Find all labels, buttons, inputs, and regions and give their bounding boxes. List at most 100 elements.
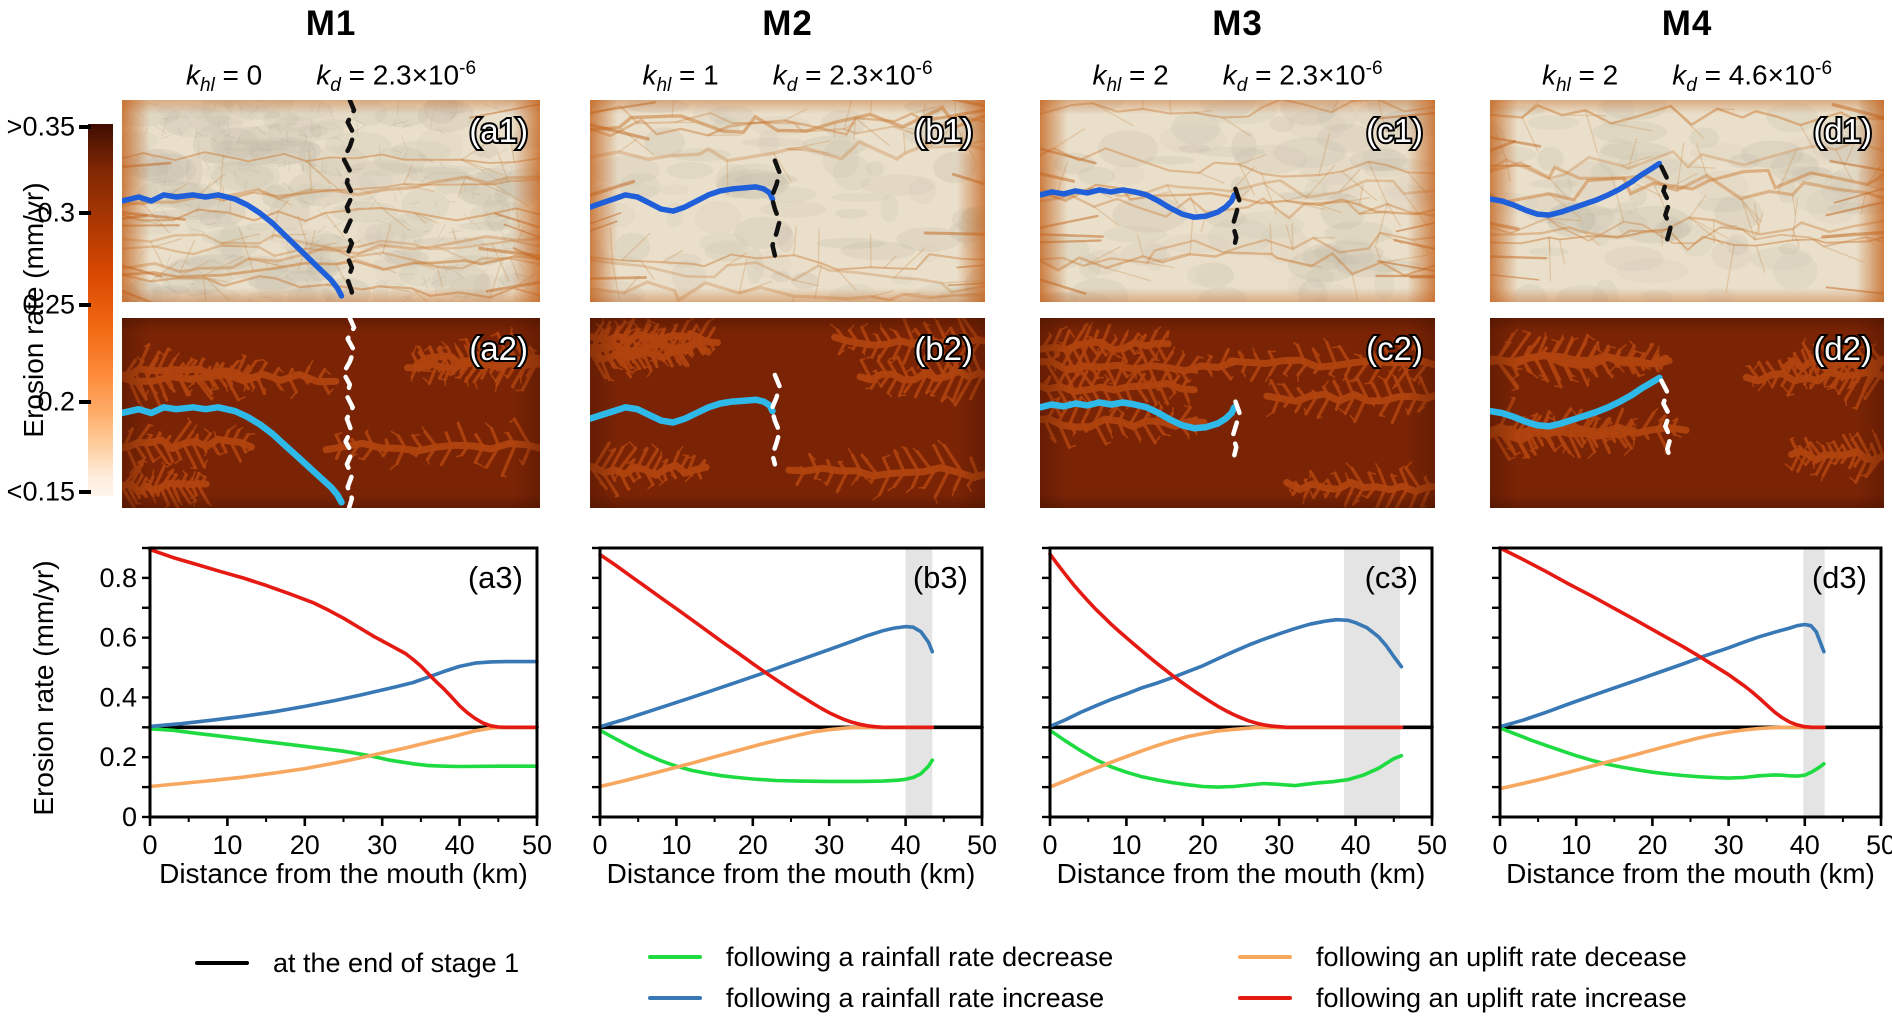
model-column-m3: M3 khl = 2 kd = 2.3×10-6 (c1) (c2) 0 10 20…	[1040, 0, 1447, 935]
svg-text:0.2: 0.2	[99, 742, 137, 772]
legend-label: at the end of stage 1	[273, 947, 520, 978]
erosion-profile-chart-c3: 0 10 20 30 40 50 (c3) Distance from the mouth (…	[1042, 546, 1447, 889]
hillshade-map-panel-a1: (a1)	[122, 100, 540, 302]
legend-line-swatch-blue	[648, 996, 702, 1000]
svg-text:10: 10	[1561, 830, 1591, 860]
svg-text:20: 20	[1637, 830, 1667, 860]
model-column-m1: M1 khl = 0 kd = 2.3×10-6 (a1) (a2) 0 10 20…	[99, 0, 552, 935]
legend-group-stage1: at the end of stage 1	[195, 948, 519, 978]
colorbar-tick-label: 0.3	[37, 197, 75, 228]
svg-text:(a3): (a3)	[468, 560, 523, 595]
svg-text:(d3): (d3)	[1812, 560, 1867, 595]
svg-text:40: 40	[891, 830, 921, 860]
legend-item: following an uplift rate increase	[1238, 983, 1687, 1013]
svg-text:50: 50	[967, 830, 997, 860]
svg-text:0: 0	[142, 830, 157, 860]
legend-item: following a rainfall rate decrease	[648, 942, 1113, 972]
colorbar-tick-label: 0.2	[37, 386, 75, 417]
legend-label: following a rainfall rate increase	[726, 982, 1105, 1013]
model-parameters: khl = 2 kd = 4.6×10-6	[1490, 58, 1884, 97]
legend-line-swatch-green	[648, 955, 702, 959]
svg-text:40: 40	[445, 830, 475, 860]
param-khl: khl = 0	[185, 59, 263, 96]
colorbar: Erosion rate (mm/yr) >0.35 0.3 0.25 0.2 …	[0, 112, 113, 507]
svg-text:Distance from the mouth (km): Distance from the mouth (km)	[159, 858, 528, 889]
colorbar-tick-mark	[79, 211, 91, 215]
param-khl: khl = 1	[642, 59, 719, 96]
legend-item: following an uplift rate decease	[1238, 942, 1687, 972]
erosion-map-panel-a2: (a2)	[122, 318, 540, 508]
svg-text:20: 20	[1188, 830, 1218, 860]
svg-text:0.4: 0.4	[99, 682, 137, 712]
svg-text:40: 40	[1341, 830, 1371, 860]
erosion-profile-chart-a3: 0 10 20 30 40 50 0 0.2 0.4 0.6 0.8 (a3) Distance fro…	[99, 546, 552, 889]
legend-group-rainfall: following a rainfall rate decrease follo…	[648, 942, 1113, 1013]
svg-text:10: 10	[1111, 830, 1141, 860]
param-khl: khl = 2	[1092, 59, 1169, 96]
svg-text:20: 20	[738, 830, 768, 860]
hillshade-map-panel-c1: (c1)	[1040, 100, 1435, 302]
param-kd: kd = 2.3×10-6	[772, 58, 933, 96]
svg-text:20: 20	[290, 830, 320, 860]
svg-text:50: 50	[522, 830, 552, 860]
svg-text:Distance from the mouth (km): Distance from the mouth (km)	[607, 858, 976, 889]
svg-text:(b1): (b1)	[914, 112, 973, 149]
colorbar-tick-mark	[79, 303, 91, 307]
model-parameters: khl = 2 kd = 2.3×10-6	[1040, 58, 1435, 97]
svg-text:10: 10	[661, 830, 691, 860]
legend-item: at the end of stage 1	[195, 948, 519, 978]
legend-line-swatch-orange	[1238, 955, 1292, 959]
model-title: M2	[762, 4, 813, 43]
svg-text:(b2): (b2)	[914, 330, 973, 367]
svg-text:10: 10	[212, 830, 242, 860]
svg-text:(a2): (a2)	[469, 330, 528, 367]
svg-text:30: 30	[814, 830, 844, 860]
svg-text:(c3): (c3)	[1365, 560, 1418, 595]
svg-text:30: 30	[367, 830, 397, 860]
hillshade-map-panel-d1: (d1)	[1490, 100, 1884, 302]
svg-text:50: 50	[1417, 830, 1447, 860]
hillshade-map-panel-b1: (b1)	[590, 100, 985, 302]
model-column-m2: M2 khl = 1 kd = 2.3×10-6 (b1) (b2) 0 10 20…	[590, 0, 997, 935]
colorbar-tick-mark	[79, 490, 91, 494]
model-column-m4: M4 khl = 2 kd = 4.6×10-6 (d1) (d2) 0 10 20…	[1490, 0, 1892, 935]
param-khl: khl = 2	[1541, 59, 1619, 96]
colorbar-tick-label: 0.25	[22, 289, 75, 320]
svg-text:(d1): (d1)	[1813, 112, 1872, 149]
colorbar-gradient	[88, 124, 113, 496]
svg-text:50: 50	[1866, 830, 1892, 860]
svg-text:(c1): (c1)	[1366, 112, 1423, 149]
chart-y-axis-title: Erosion rate (mm/yr)	[28, 560, 59, 816]
svg-text:(a1): (a1)	[469, 112, 528, 149]
model-title: M1	[305, 4, 357, 43]
erosion-profile-chart-d3: 0 10 20 30 40 50 (d3) Distance from the mouth (…	[1492, 546, 1892, 889]
svg-text:40: 40	[1790, 830, 1820, 860]
legend-group-uplift: following an uplift rate decease followi…	[1238, 942, 1687, 1013]
svg-text:(c2): (c2)	[1366, 330, 1423, 367]
param-kd: kd = 4.6×10-6	[1672, 58, 1833, 96]
svg-text:0.6: 0.6	[99, 623, 137, 653]
colorbar-tick-label: <0.15	[6, 476, 75, 507]
erosion-profile-chart-b3: 0 10 20 30 40 50 (b3) Distance from the mouth (…	[592, 546, 997, 889]
colorbar-tick-label: >0.35	[6, 111, 75, 142]
erosion-map-panel-c2: (c2)	[1040, 318, 1435, 508]
legend-label: following an uplift rate increase	[1316, 982, 1687, 1013]
svg-text:0: 0	[1492, 830, 1507, 860]
model-title: M3	[1212, 4, 1263, 43]
model-parameters: khl = 0 kd = 2.3×10-6	[122, 58, 540, 97]
colorbar-tick-mark	[79, 400, 91, 404]
legend-label: following an uplift rate decease	[1316, 941, 1687, 972]
legend-line-swatch-black	[195, 961, 249, 965]
svg-text:0.8: 0.8	[99, 563, 137, 593]
svg-text:Distance from the mouth (km): Distance from the mouth (km)	[1057, 858, 1426, 889]
svg-text:0: 0	[592, 830, 607, 860]
erosion-map-panel-b2: (b2)	[590, 318, 985, 508]
svg-text:30: 30	[1264, 830, 1294, 860]
legend-item: following a rainfall rate increase	[648, 983, 1113, 1013]
svg-text:30: 30	[1714, 830, 1744, 860]
model-parameters: khl = 1 kd = 2.3×10-6	[590, 58, 985, 97]
svg-text:0: 0	[1042, 830, 1057, 860]
svg-text:(b3): (b3)	[913, 560, 968, 595]
svg-text:Distance from the mouth (km): Distance from the mouth (km)	[1506, 858, 1875, 889]
